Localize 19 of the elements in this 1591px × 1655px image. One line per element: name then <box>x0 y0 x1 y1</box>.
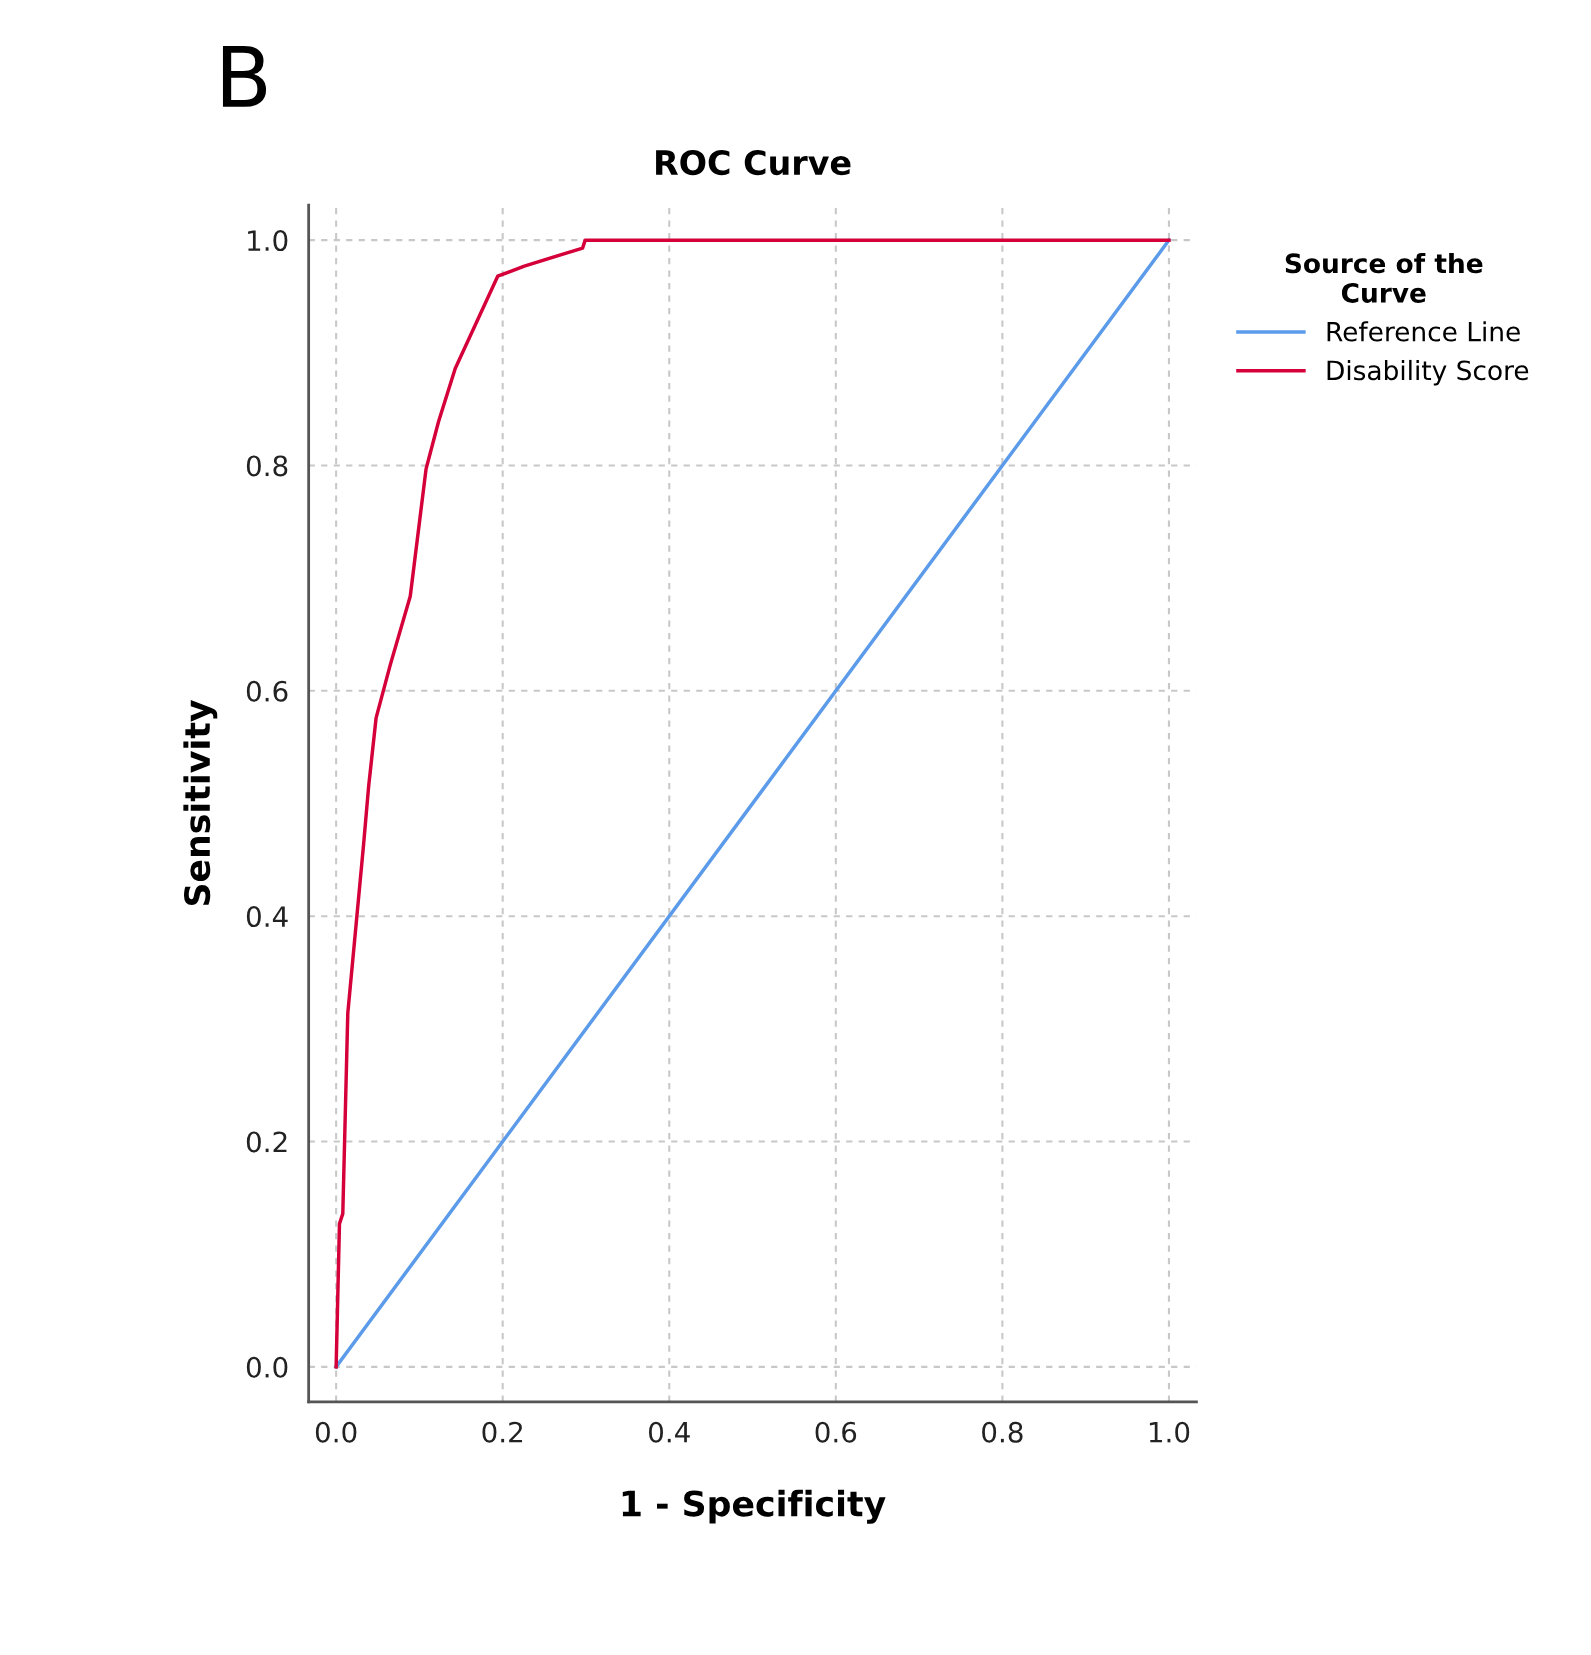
y-tick-label: 1.0 <box>248 230 288 252</box>
y-axis-title: Sensitivity <box>183 700 218 906</box>
x-tick-label: 0.4 <box>649 1421 690 1443</box>
legend-label: Disability Score <box>1327 359 1529 386</box>
legend-label: Reference Line <box>1327 321 1520 342</box>
y-tick-label: 0.2 <box>246 1131 287 1153</box>
x-tick-label: 0.8 <box>982 1421 1023 1443</box>
x-axis-title: 1 - Specificity <box>622 1489 886 1524</box>
y-tick-label: 0.0 <box>246 1356 288 1378</box>
y-tick-label: 0.8 <box>246 455 288 477</box>
y-tick-label: 0.4 <box>246 906 288 928</box>
x-tick-label: 1.0 <box>1149 1421 1190 1443</box>
y-tick-label: 0.6 <box>246 680 288 702</box>
x-tick-label: 0.6 <box>815 1421 857 1443</box>
chart-title: ROC Curve <box>656 149 851 176</box>
x-tick-label: 0.0 <box>315 1421 357 1443</box>
text: B <box>222 46 267 107</box>
legend-title: Source of the Curve <box>1285 252 1483 303</box>
x-tick-label: 0.2 <box>482 1421 523 1443</box>
